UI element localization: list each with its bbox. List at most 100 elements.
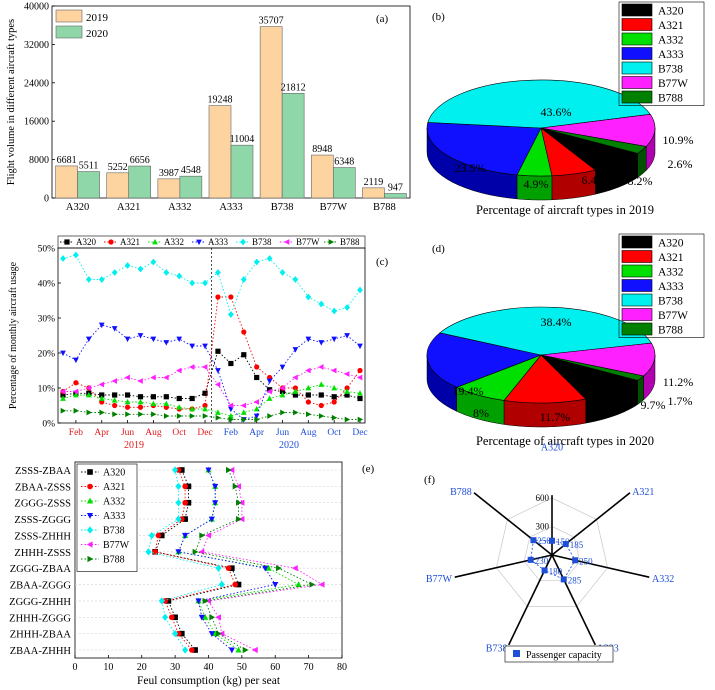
data-point-B738 xyxy=(189,279,195,287)
series-line-A333 xyxy=(177,469,277,651)
panel-label: (f) xyxy=(424,474,435,486)
data-point-B788 xyxy=(236,516,242,523)
radar-tick-label: 600 xyxy=(536,493,550,503)
data-point-A333 xyxy=(212,483,219,490)
legend-swatch-B788 xyxy=(621,90,653,104)
data-point-A320 xyxy=(185,499,192,506)
data-point-A320 xyxy=(189,395,195,402)
legend-swatch-A321 xyxy=(621,250,653,263)
bar-value-label: 5252 xyxy=(108,162,128,173)
legend-swatch-A333 xyxy=(621,47,653,60)
bar-2020-A321 xyxy=(128,165,152,199)
x-tick-label: Aug xyxy=(300,428,317,438)
data-point-B788 xyxy=(215,630,222,637)
radar-point-A320 xyxy=(549,537,555,544)
bar-value-label: 11004 xyxy=(230,134,255,145)
panel-label: (c) xyxy=(376,256,389,268)
series-line-B77W xyxy=(201,469,324,651)
data-point-B77W xyxy=(163,374,169,381)
legend-swatch-2019 xyxy=(55,9,83,23)
pie-value-label-A333: 19.4% xyxy=(453,384,484,398)
legend-box xyxy=(618,1,705,106)
data-point-B738 xyxy=(111,269,118,276)
data-point-A320 xyxy=(229,565,235,571)
x-tick-label: Feb xyxy=(224,428,239,438)
x-tick-label: Aug xyxy=(145,428,162,438)
panel-e-fuel-chart: ZSSS-ZBAA ZBAA-ZSSS ZGGG-ZSSS ZSSS-ZGGG ZSSS… xyxy=(9,461,375,687)
legend-swatch-B738 xyxy=(621,61,653,75)
x-tick-label: 50 xyxy=(237,662,247,673)
legend-label-B738: B738 xyxy=(252,237,272,247)
data-point-B788 xyxy=(215,414,222,421)
legend-label-A320: A320 xyxy=(76,237,96,247)
y-tick-label: 24000 xyxy=(24,78,49,89)
data-point-B738 xyxy=(344,304,350,311)
series-line-A333 xyxy=(62,324,361,420)
data-point-A333 xyxy=(98,322,105,329)
data-point-B788 xyxy=(192,548,199,555)
radar-value-label: 180 xyxy=(549,566,563,576)
data-point-B788 xyxy=(318,413,325,419)
data-point-A321 xyxy=(202,402,208,409)
data-point-B738 xyxy=(98,276,105,283)
legend-label-B77W: B77W xyxy=(658,310,688,322)
legend-marker-A333 xyxy=(196,239,202,246)
pie-slice-B77W xyxy=(540,113,656,147)
pie-slice-B788 xyxy=(540,354,645,381)
data-point-B788 xyxy=(112,411,118,418)
x-axis-label: Feul consumption (kg) per seat xyxy=(137,675,281,687)
data-point-A320 xyxy=(158,532,165,539)
legend-label-A321: A321 xyxy=(120,237,140,247)
pie-value-label-B738: 43.6% xyxy=(541,105,572,119)
data-point-A320 xyxy=(150,394,156,400)
data-point-B788 xyxy=(226,466,232,474)
data-point-A333 xyxy=(357,343,363,350)
panel-f-radar-chart: 600300150185250285180230250A320A321A332A… xyxy=(424,442,674,663)
data-point-B738 xyxy=(215,564,222,572)
y-tick-label: 32000 xyxy=(24,40,49,51)
data-point-A333 xyxy=(262,565,269,572)
bar-2020-B788 xyxy=(384,193,407,199)
data-point-A333 xyxy=(292,347,299,353)
legend-marker-A332 xyxy=(152,238,158,245)
panel-c-line-chart: 0% 10% 20% 30% 40% 50% Feb Apr Jun Aug Oct Dec Feb Ap… xyxy=(8,235,389,451)
legend-label-A321: A321 xyxy=(103,482,125,493)
data-point-A332 xyxy=(228,412,234,419)
bar-value-label: 3987 xyxy=(159,168,179,179)
x-tick-label: A332 xyxy=(168,202,191,213)
legend-label-A333: A333 xyxy=(658,281,684,293)
data-point-A320 xyxy=(357,395,363,402)
route-label: ZSSS-ZBAA xyxy=(15,466,71,477)
legend-marker-B788 xyxy=(87,555,94,563)
legend-swatch-A332 xyxy=(621,32,653,46)
legend-marker-B788 xyxy=(328,239,335,245)
pie-value-label-B788: 1.7% xyxy=(668,394,693,408)
radar-axis-line xyxy=(551,554,597,646)
pie-value-label-A321: 6.4% xyxy=(582,173,607,187)
data-point-B788 xyxy=(293,409,299,416)
data-point-B77W xyxy=(251,646,258,654)
data-point-A320 xyxy=(192,647,198,653)
data-point-A333 xyxy=(163,340,170,346)
data-point-A333 xyxy=(208,516,215,523)
radar-value-label: 285 xyxy=(568,575,582,585)
data-point-A333 xyxy=(85,336,92,343)
pie-value-label-B77W: 11.2% xyxy=(663,375,694,389)
data-point-B738 xyxy=(85,276,92,283)
radar-value-label: 250 xyxy=(537,536,551,546)
data-point-A333 xyxy=(73,357,79,364)
legend-marker-A320 xyxy=(87,469,93,475)
y-tick-label: 16000 xyxy=(24,117,49,128)
bar-2020-A320 xyxy=(77,171,100,199)
radar-axis-line xyxy=(473,492,553,556)
bar-value-label: 6656 xyxy=(130,155,150,166)
legend-marker-A321 xyxy=(87,483,93,490)
y-tick-label: 40% xyxy=(38,280,56,290)
pie-value-label-A320: 9.7% xyxy=(641,398,666,412)
bar-2019-B738 xyxy=(259,26,283,199)
data-point-A321 xyxy=(182,483,188,490)
data-point-B738 xyxy=(175,499,182,507)
y-tick-label: 0% xyxy=(42,420,55,430)
series-line-B738 xyxy=(147,469,223,651)
legend-swatch-2020 xyxy=(55,25,83,39)
